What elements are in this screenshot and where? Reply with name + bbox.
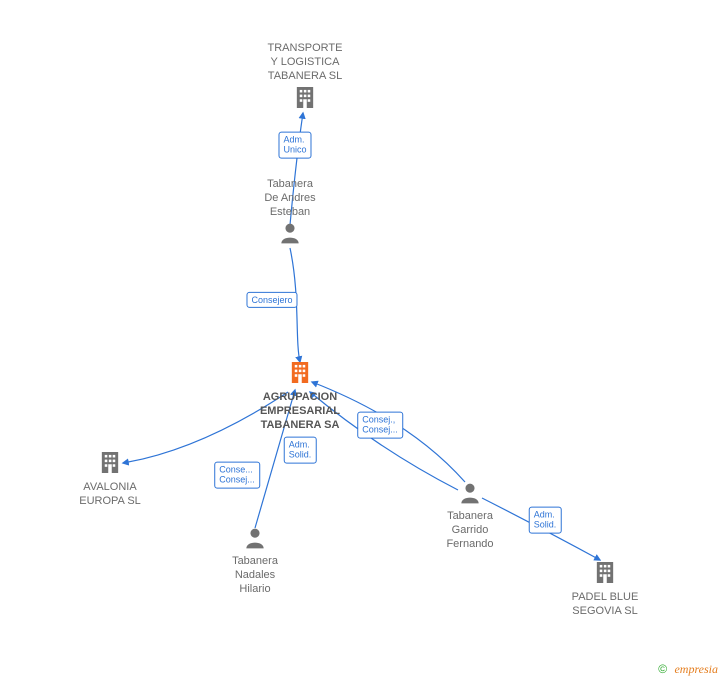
building-icon — [291, 84, 319, 117]
building-icon — [286, 359, 314, 392]
node-label: AGRUPACION EMPRESARIAL TABANERA SA — [260, 391, 340, 432]
edge-label: Adm. Unico — [278, 132, 311, 159]
node-label: AVALONIA EUROPA SL — [79, 481, 141, 509]
edge-label: Adm. Solid. — [529, 507, 562, 534]
edge-label: Consejero — [246, 292, 297, 308]
watermark-text: empresia — [674, 662, 718, 676]
edge-label: Adm. Solid. — [284, 437, 317, 464]
node-label: Tabanera Garrido Fernando — [446, 510, 493, 551]
person-icon — [242, 525, 268, 556]
watermark: © empresia — [658, 662, 718, 677]
person-icon — [457, 480, 483, 511]
watermark-copyright: © — [658, 662, 667, 676]
node-label: TRANSPORTE Y LOGISTICA TABANERA SL — [268, 42, 343, 83]
person-icon — [277, 220, 303, 251]
edge-label: Conse... Consej... — [214, 462, 260, 489]
edge-label: Consej., Consej... — [357, 412, 403, 439]
building-icon — [96, 449, 124, 482]
building-icon — [591, 559, 619, 592]
node-label: Tabanera Nadales Hilario — [232, 555, 278, 596]
node-label: PADEL BLUE SEGOVIA SL — [572, 591, 639, 619]
node-label: Tabanera De Andres Esteban — [264, 178, 315, 219]
